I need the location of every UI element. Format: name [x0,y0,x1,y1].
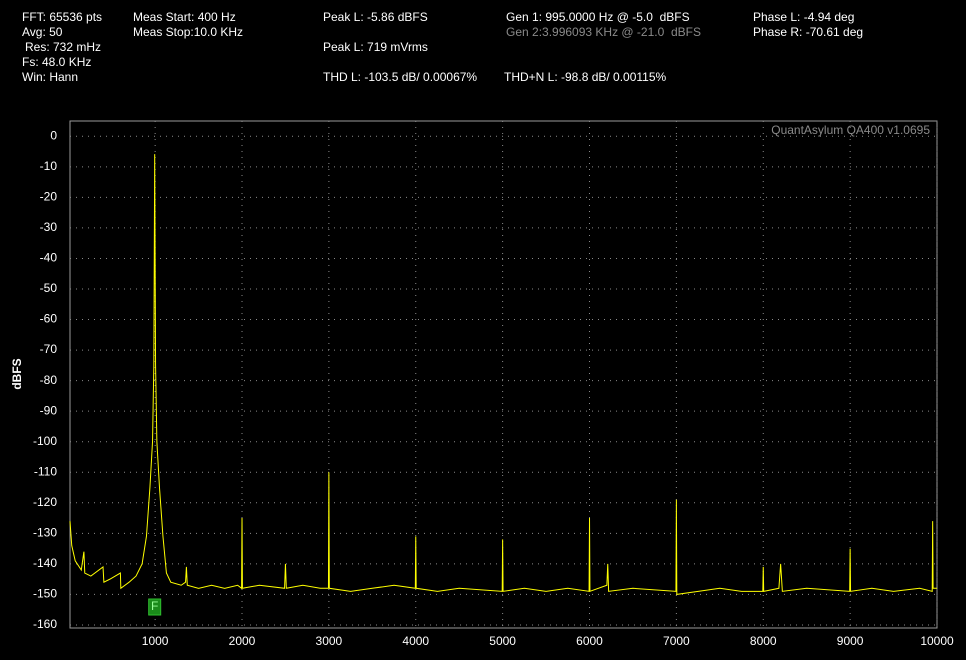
readout: THD L: -103.5 dB/ 0.00067% [323,70,477,84]
readout: FFT: 65536 pts [22,10,102,24]
spectrum-line [69,154,937,595]
x-tick-label: 1000 [142,634,169,648]
watermark: QuantAsylum QA400 v1.0695 [771,123,930,137]
y-axis-label: dBFS [10,358,24,389]
y-tick-label: -60 [40,312,58,326]
marker-label: F [151,599,158,613]
readouts: FFT: 65536 pts Avg: 50 Res: 732 mHz Fs: … [22,10,863,84]
y-tick-label: -10 [40,159,58,173]
readout: Gen 1: 995.0000 Hz @ -5.0 dBFS [506,10,690,24]
y-tick-label: -160 [33,617,57,631]
y-tick-label: -100 [33,434,57,448]
y-tick-label: -150 [33,587,57,601]
y-tick-label: -130 [33,525,57,539]
plot-frame [69,120,938,629]
readout: Win: Hann [22,70,78,84]
y-tick-label: -90 [40,403,58,417]
x-tick-label: 8000 [750,634,777,648]
x-tick-label: 4000 [402,634,429,648]
x-tick-label: 5000 [489,634,516,648]
readout: Peak L: 719 mVrms [323,40,428,54]
readout: Avg: 50 [22,25,63,39]
marker [148,598,162,616]
readout: Res: 732 mHz [25,40,101,54]
readout: Meas Stop:10.0 KHz [133,25,243,39]
x-tick-label: 9000 [837,634,864,648]
readout: Phase R: -70.61 deg [753,25,863,39]
y-tick-label: -140 [33,556,57,570]
x-tick-label: 2000 [229,634,256,648]
y-tick-label: -120 [33,495,57,509]
readout: Fs: 48.0 KHz [22,55,91,69]
readout: Gen 2:3.996093 KHz @ -21.0 dBFS [506,25,701,39]
y-tick-label: -70 [40,342,58,356]
x-tick-label: 3000 [316,634,343,648]
y-tick-label: -40 [40,251,58,265]
y-tick-label: -80 [40,373,58,387]
readout: Meas Start: 400 Hz [133,10,236,24]
x-tick-label: 6000 [576,634,603,648]
y-tick-label: -30 [40,220,58,234]
readout: Phase L: -4.94 deg [753,10,854,24]
x-tick-label: 7000 [663,634,690,648]
y-tick-label: -50 [40,281,58,295]
x-tick-label: 10000 [920,634,954,648]
y-tick-label: 0 [50,128,57,142]
readout: THD+N L: -98.8 dB/ 0.00115% [504,70,667,84]
readout: Peak L: -5.86 dBFS [323,10,428,24]
y-tick-label: -20 [40,190,58,204]
y-tick-label: -110 [34,464,57,478]
